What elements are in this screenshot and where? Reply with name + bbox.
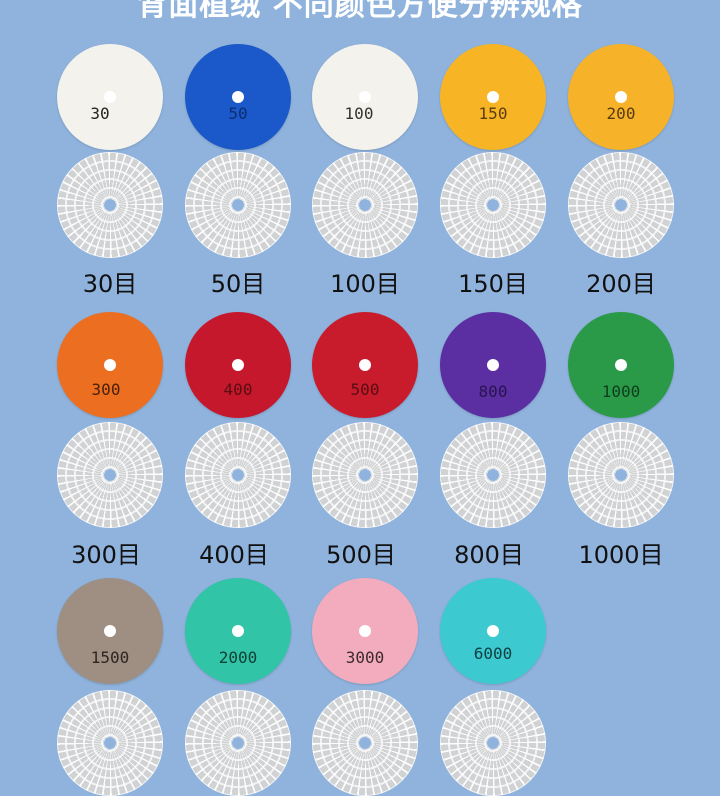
disc-1000: 1000 [568, 312, 674, 418]
center-hole [359, 359, 371, 371]
polishing-pad-face [185, 690, 291, 796]
disc-number: 2000 [218, 648, 258, 667]
polishing-pad-face [312, 152, 418, 258]
disc-number: 3000 [345, 648, 385, 667]
disc-200: 200 [568, 44, 674, 150]
disc-number: 1000 [601, 382, 641, 401]
polishing-pad-face [440, 690, 546, 796]
center-hole [487, 359, 499, 371]
grit-label: 50目 [210, 270, 266, 298]
polishing-pad-face [568, 152, 674, 258]
disc-number: 30 [90, 104, 110, 123]
disc-150: 150 [440, 44, 546, 150]
polishing-pad-face [440, 152, 546, 258]
disc-number: 800 [478, 382, 508, 401]
disc-number: 150 [478, 104, 508, 123]
disc-number: 300 [91, 380, 121, 399]
center-hole [359, 91, 371, 103]
disc-800: 800 [440, 312, 546, 418]
disc-number: 500 [350, 380, 380, 399]
grit-label: 1000目 [578, 541, 664, 569]
center-hole [615, 91, 627, 103]
polishing-pad-face [185, 422, 291, 528]
polishing-pad-face [57, 422, 163, 528]
center-hole [104, 91, 116, 103]
polishing-pad-face [185, 152, 291, 258]
grit-label: 800目 [454, 541, 524, 569]
disc-100: 100 [312, 44, 418, 150]
grit-label: 300目 [71, 541, 141, 569]
polishing-pad-face [57, 690, 163, 796]
disc-number: 1500 [90, 648, 130, 667]
center-hole [232, 91, 244, 103]
polishing-pad-face [312, 690, 418, 796]
center-hole [232, 625, 244, 637]
header-title: 背面植绒 不同颜色方便分辨规格 [137, 0, 583, 23]
disc-300: 300 [57, 312, 163, 418]
polishing-pad-face [57, 152, 163, 258]
center-hole [487, 91, 499, 103]
grit-label: 400目 [199, 541, 269, 569]
grit-label: 30目 [82, 270, 138, 298]
disc-400: 400 [185, 312, 291, 418]
disc-1500: 1500 [57, 578, 163, 684]
center-hole [359, 625, 371, 637]
disc-number: 400 [223, 380, 253, 399]
polishing-pad-face [312, 422, 418, 528]
disc-number: 50 [228, 104, 248, 123]
disc-number: 200 [606, 104, 636, 123]
disc-6000: 6000 [440, 578, 546, 684]
grit-label: 200目 [586, 270, 656, 298]
polishing-pad-face [440, 422, 546, 528]
grit-label: 100目 [330, 270, 400, 298]
disc-number: 6000 [473, 644, 513, 663]
center-hole [104, 359, 116, 371]
grit-label: 150目 [458, 270, 528, 298]
disc-500: 500 [312, 312, 418, 418]
disc-30: 30 [57, 44, 163, 150]
center-hole [104, 625, 116, 637]
disc-3000: 3000 [312, 578, 418, 684]
grit-label: 500目 [326, 541, 396, 569]
polishing-pad-face [568, 422, 674, 528]
disc-2000: 2000 [185, 578, 291, 684]
center-hole [487, 625, 499, 637]
disc-50: 50 [185, 44, 291, 150]
center-hole [615, 359, 627, 371]
center-hole [232, 359, 244, 371]
disc-number: 100 [344, 104, 374, 123]
